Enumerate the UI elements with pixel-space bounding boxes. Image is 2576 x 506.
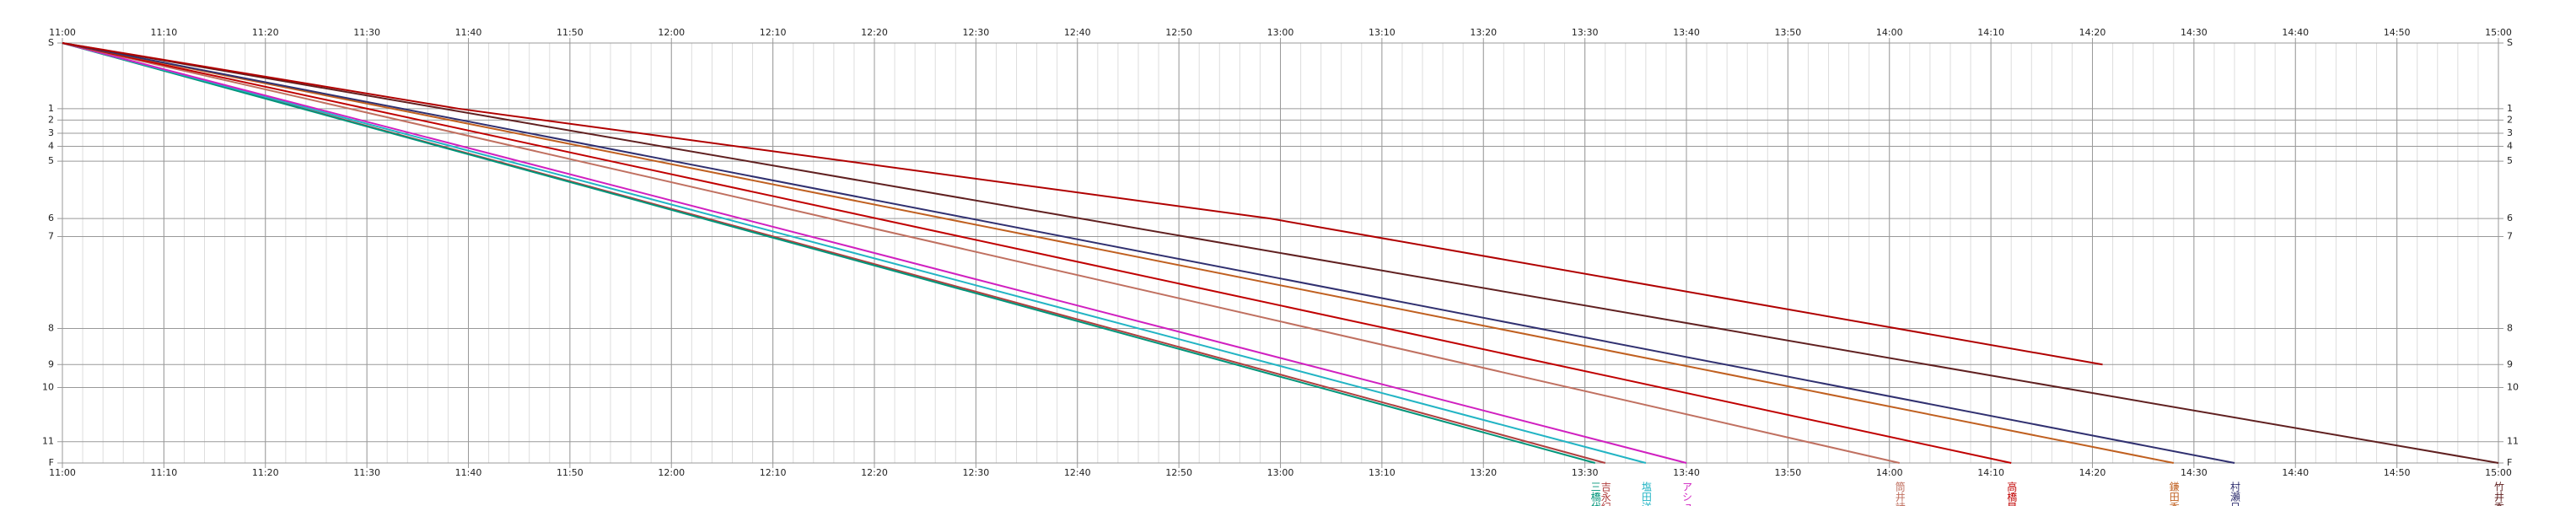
station-label: 6 bbox=[2507, 213, 2513, 223]
x-tick-label: 13:30 bbox=[1572, 27, 1599, 38]
runner-name: 塩田洋 bbox=[1640, 481, 1652, 506]
station-label: 6 bbox=[48, 213, 54, 223]
station-label: 3 bbox=[48, 127, 54, 138]
x-tick-label: 13:50 bbox=[1775, 27, 1802, 38]
x-tick-label: 11:30 bbox=[353, 467, 380, 478]
x-tick-label: 13:00 bbox=[1267, 467, 1294, 478]
x-tick-label: 12:50 bbox=[1165, 27, 1192, 38]
station-label: 4 bbox=[48, 141, 54, 152]
x-tick-label: 13:50 bbox=[1775, 467, 1802, 478]
x-tick-label: 14:10 bbox=[1977, 27, 2004, 38]
station-label: 8 bbox=[2507, 322, 2513, 333]
x-tick-label: 11:50 bbox=[557, 27, 583, 38]
x-tick-label: 14:40 bbox=[2282, 467, 2309, 478]
x-tick-label: 13:10 bbox=[1369, 467, 1396, 478]
x-tick-label: 13:10 bbox=[1369, 27, 1396, 38]
x-tick-label: 11:50 bbox=[557, 467, 583, 478]
x-tick-label: 11:20 bbox=[252, 27, 279, 38]
x-tick-label: 12:30 bbox=[963, 467, 990, 478]
runner-line bbox=[62, 42, 1647, 464]
runner-line bbox=[62, 42, 1901, 464]
station-label: 2 bbox=[48, 114, 54, 125]
x-tick-label: 13:30 bbox=[1572, 467, 1599, 478]
x-tick-label: 11:10 bbox=[151, 27, 178, 38]
station-label: 7 bbox=[48, 231, 54, 242]
station-label: 10 bbox=[2507, 382, 2519, 393]
x-tick-label: 11:00 bbox=[49, 467, 76, 478]
runner-line bbox=[62, 42, 2174, 464]
station-label: 1 bbox=[2507, 103, 2513, 114]
x-tick-label: 12:00 bbox=[658, 467, 685, 478]
station-label: 3 bbox=[2507, 127, 2513, 138]
runner-name: 筒井詩 bbox=[1894, 481, 1906, 506]
station-label: S bbox=[2507, 37, 2513, 48]
x-tick-label: 13:40 bbox=[1673, 467, 1700, 478]
x-tick-label: 14:10 bbox=[1977, 467, 2004, 478]
x-tick-label: 14:40 bbox=[2282, 27, 2309, 38]
station-label: 7 bbox=[2507, 231, 2513, 242]
x-tick-label: 13:20 bbox=[1470, 467, 1497, 478]
x-tick-label: 15:00 bbox=[2485, 27, 2512, 38]
x-tick-label: 11:40 bbox=[455, 27, 482, 38]
station-label: S bbox=[48, 37, 54, 48]
station-label: 11 bbox=[42, 436, 54, 447]
x-tick-label: 12:40 bbox=[1064, 27, 1091, 38]
x-tick-label: 11:30 bbox=[353, 27, 380, 38]
station-label: 9 bbox=[48, 358, 54, 369]
x-tick-label: 12:50 bbox=[1165, 467, 1192, 478]
x-tick-label: 14:30 bbox=[2181, 27, 2208, 38]
x-tick-label: 12:30 bbox=[963, 27, 990, 38]
station-label: 9 bbox=[2507, 358, 2513, 369]
x-tick-label: 14:50 bbox=[2384, 27, 2411, 38]
runner-line bbox=[62, 42, 1687, 464]
runner-name: 竹井秀 bbox=[2493, 482, 2505, 506]
runner-line bbox=[62, 42, 2499, 464]
runner-name: 高橋昇 bbox=[2006, 481, 2018, 506]
x-tick-label: 14:50 bbox=[2384, 467, 2411, 478]
runner-name: 村瀬日 bbox=[2229, 482, 2241, 506]
station-label: 4 bbox=[2507, 141, 2513, 152]
x-tick-label: 14:30 bbox=[2181, 467, 2208, 478]
x-tick-label: 13:40 bbox=[1673, 27, 1700, 38]
station-label: 8 bbox=[48, 322, 54, 333]
runner-name: 鎌田香 bbox=[2168, 481, 2180, 506]
runner-name: アシュ bbox=[1681, 482, 1693, 506]
runner-line bbox=[62, 42, 2235, 464]
x-tick-label: 12:10 bbox=[760, 467, 787, 478]
station-label: 11 bbox=[2507, 436, 2519, 447]
x-tick-label: 14:20 bbox=[2079, 27, 2106, 38]
x-tick-label: 14:00 bbox=[1876, 27, 1903, 38]
x-tick-label: 11:10 bbox=[151, 467, 178, 478]
x-tick-label: 12:40 bbox=[1064, 467, 1091, 478]
x-tick-label: 11:00 bbox=[49, 27, 76, 38]
station-label: F bbox=[2507, 457, 2512, 468]
station-label: 5 bbox=[2507, 155, 2513, 166]
x-tick-label: 13:20 bbox=[1470, 27, 1497, 38]
station-label: F bbox=[49, 457, 54, 468]
x-tick-label: 14:20 bbox=[2079, 467, 2106, 478]
x-tick-label: 13:00 bbox=[1267, 27, 1294, 38]
station-label: 2 bbox=[2507, 114, 2513, 125]
x-tick-label: 14:00 bbox=[1876, 467, 1903, 478]
x-tick-label: 12:20 bbox=[861, 27, 888, 38]
x-tick-label: 11:40 bbox=[455, 467, 482, 478]
station-label: 10 bbox=[42, 382, 54, 393]
x-tick-label: 12:20 bbox=[861, 467, 888, 478]
x-tick-label: 12:10 bbox=[760, 27, 787, 38]
x-tick-label: 11:20 bbox=[252, 467, 279, 478]
station-label: 1 bbox=[48, 103, 54, 114]
x-tick-label: 15:00 bbox=[2485, 467, 2512, 478]
station-label: 5 bbox=[48, 155, 54, 166]
runner-line bbox=[62, 42, 2012, 464]
runner-name: 三橋代 bbox=[1589, 482, 1601, 506]
runner-name: 吉永紀 bbox=[1600, 482, 1611, 506]
runner-line bbox=[62, 42, 1595, 464]
x-tick-label: 12:00 bbox=[658, 27, 685, 38]
runner-line bbox=[62, 42, 2103, 366]
